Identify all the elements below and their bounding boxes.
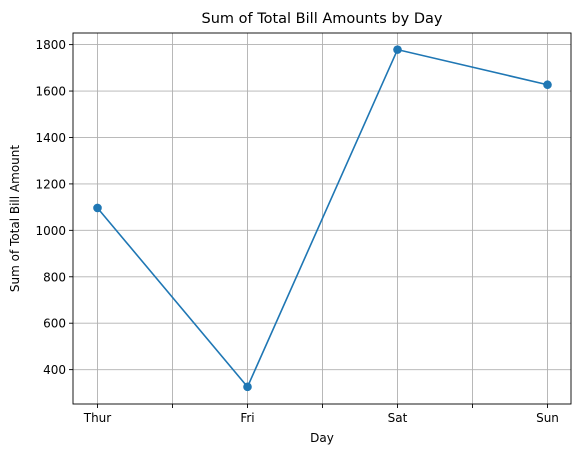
data-point-sat <box>393 45 402 54</box>
axis-ticks: Thur Fri Sat Sun 400 600 800 1000 1200 1400 1600 18… <box>35 38 558 425</box>
x-tick-label: Sat <box>388 411 408 425</box>
y-tick-label: 1200 <box>35 177 66 191</box>
y-tick-label: 1600 <box>35 85 66 99</box>
data-point-sun <box>543 80 552 90</box>
y-tick-label: 1400 <box>35 131 66 145</box>
y-tick-label: 800 <box>43 270 66 284</box>
plot-frame <box>72 32 572 405</box>
x-tick-label: Sun <box>536 411 559 425</box>
chart-title: Sum of Total Bill Amounts by Day <box>202 11 443 27</box>
data-point-thur <box>93 203 102 213</box>
y-axis-label: Sum of Total Bill Amount <box>8 145 22 292</box>
x-tick-label: Fri <box>240 411 254 425</box>
y-tick-label: 600 <box>43 317 66 331</box>
data-point-fri <box>243 382 252 392</box>
series-line <box>96 48 548 389</box>
y-tick-label: 1000 <box>35 224 66 238</box>
x-axis-label: Day <box>310 431 334 445</box>
y-tick-label: 1800 <box>35 38 66 52</box>
grid-lines <box>73 33 571 404</box>
y-tick-label: 400 <box>43 363 66 377</box>
data-series <box>93 45 552 392</box>
x-tick-label: Thur <box>83 411 112 425</box>
